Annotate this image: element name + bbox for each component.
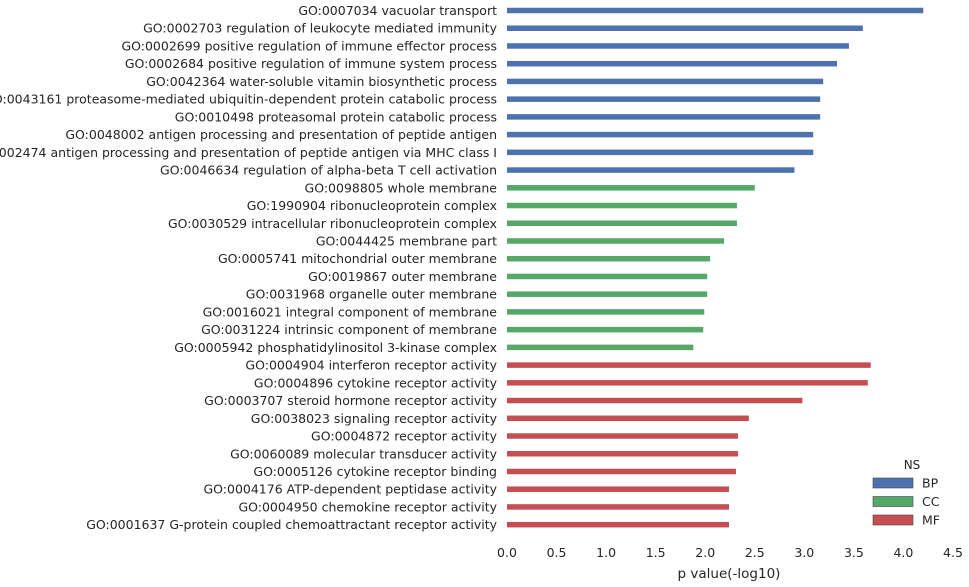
x-tick-label: 1.5	[646, 545, 666, 560]
x-tick-label: 4.5	[943, 545, 963, 560]
legend-swatch	[872, 477, 914, 489]
category-label: GO:0003707 steroid hormone receptor acti…	[204, 393, 497, 408]
category-label: GO:0002699 positive regulation of immune…	[121, 38, 497, 53]
legend: NS BP CC MF	[872, 458, 940, 528]
x-axis-title: p value(-log10)	[678, 566, 781, 582]
bar	[507, 149, 814, 156]
category-label: GO:0019867 outer membrane	[308, 269, 497, 284]
x-axis-ticks: 0.0 0.5 1.0 1.5 2.0 2.5 3.0 3.5 4.0 4.5	[497, 545, 963, 560]
bar	[507, 415, 749, 422]
bar	[507, 521, 730, 528]
category-label: GO:0005126 cytokine receptor binding	[253, 464, 497, 479]
x-tick-label: 2.5	[745, 545, 765, 560]
category-labels: GO:0007034 vacuolar transport GO:0002703 …	[0, 3, 498, 532]
category-label: GO:0005942 phosphatidylinositol 3-kinase…	[174, 340, 497, 355]
bar	[507, 291, 708, 297]
category-label: GO:0004904 interferon receptor activity	[245, 358, 497, 373]
legend-entries: BP CC MF	[872, 476, 940, 528]
category-label: GO:0048002 antigen processing and presen…	[65, 127, 497, 142]
category-label: GO:0043161 proteasome-mediated ubiquitin…	[0, 92, 497, 107]
bar	[507, 238, 725, 244]
legend-label: BP	[922, 476, 939, 491]
category-label: GO:0002703 regulation of leukocyte media…	[143, 21, 497, 36]
bar	[507, 96, 821, 102]
legend-label: MF	[922, 513, 940, 528]
category-label: GO:0038023 signaling receptor activity	[251, 411, 498, 426]
bar	[507, 167, 795, 173]
category-label: GO:0044425 membrane part	[316, 233, 497, 248]
bar	[507, 255, 711, 262]
category-label: GO:0098805 whole membrane	[305, 180, 498, 195]
legend-label: CC	[922, 494, 940, 509]
bar	[507, 131, 814, 138]
category-label: GO:0004950 chemokine receptor activity	[238, 499, 497, 514]
bars-group	[507, 7, 924, 528]
bar	[507, 78, 824, 85]
x-tick-label: 0.5	[547, 545, 567, 560]
bar	[507, 220, 737, 227]
bar	[507, 433, 738, 439]
bar	[507, 344, 694, 351]
bar	[507, 114, 821, 120]
bar	[507, 451, 738, 457]
x-tick-label: 4.0	[893, 545, 913, 560]
category-label: GO:0002474 antigen processing and presen…	[0, 145, 497, 160]
legend-title: NS	[904, 458, 921, 472]
bar	[507, 397, 803, 404]
category-label: GO:0007034 vacuolar transport	[298, 3, 497, 18]
x-tick-label: 1.0	[596, 545, 616, 560]
bar	[507, 504, 730, 510]
category-label: GO:0002684 positive regulation of immune…	[125, 56, 497, 71]
bar	[507, 326, 704, 333]
x-tick-label: 3.5	[844, 545, 864, 560]
category-label: GO:0001637 G-protein coupled chemoattrac…	[86, 517, 497, 532]
legend-swatch	[872, 496, 914, 507]
bar	[507, 380, 868, 386]
bar	[507, 309, 705, 315]
bar	[507, 43, 849, 49]
category-label: GO:0010498 proteasomal protein catabolic…	[175, 109, 497, 124]
x-tick-label: 0.0	[497, 545, 517, 560]
bar	[507, 468, 736, 475]
category-label: GO:0042364 water-soluble vitamin biosynt…	[146, 74, 497, 89]
bar	[507, 25, 863, 31]
legend-swatch	[872, 514, 914, 526]
bar	[507, 362, 871, 368]
category-label: GO:0004896 cytokine receptor activity	[254, 375, 498, 390]
category-label: GO:0004872 receptor activity	[311, 429, 498, 444]
x-tick-label: 2.0	[695, 545, 715, 560]
category-label: GO:0031224 intrinsic component of membra…	[201, 322, 497, 337]
bar	[507, 7, 924, 14]
category-label: GO:0060089 molecular transducer activity	[230, 446, 498, 461]
category-label: GO:0030529 intracellular ribonucleoprote…	[168, 216, 497, 231]
bar	[507, 185, 755, 191]
bar	[507, 202, 737, 209]
bar	[507, 60, 838, 67]
bar	[507, 273, 708, 280]
bar	[507, 486, 730, 492]
x-tick-label: 3.0	[794, 545, 814, 560]
category-label: GO:0031968 organelle outer membrane	[246, 287, 498, 302]
category-label: GO:0005741 mitochondrial outer membrane	[218, 251, 497, 266]
category-label: GO:0046634 regulation of alpha-beta T ce…	[160, 163, 497, 178]
category-label: GO:1990904 ribonucleoprotein complex	[247, 198, 497, 213]
category-label: GO:0004176 ATP-dependent peptidase activ…	[203, 482, 497, 497]
category-label: GO:0016021 integral component of membran…	[203, 304, 498, 319]
